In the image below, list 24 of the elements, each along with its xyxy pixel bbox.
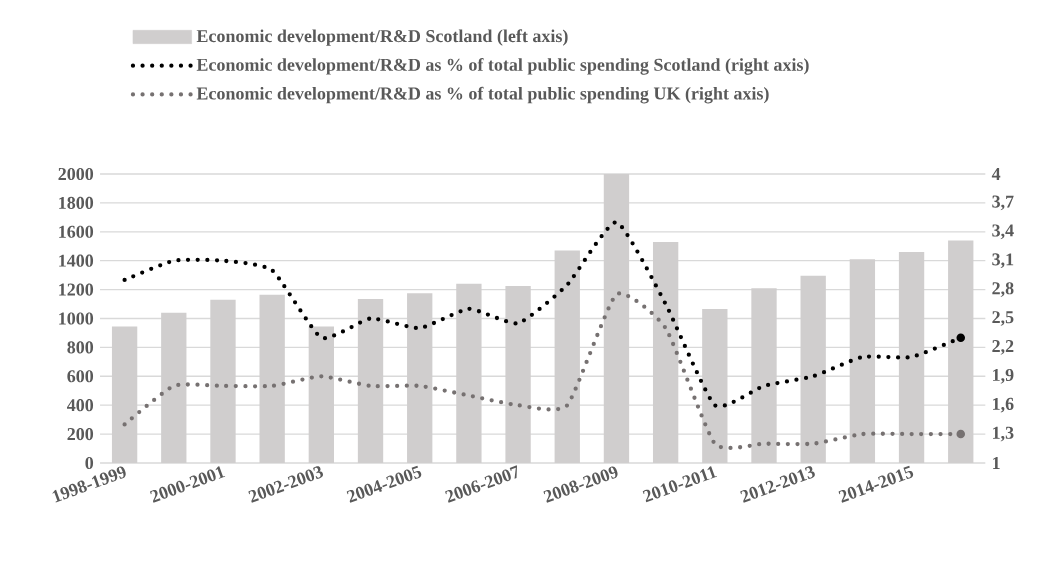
- y-tick-label: 1000: [59, 312, 94, 325]
- y-tick-label: 1400: [59, 254, 94, 267]
- y2-tick-label: 2,8: [992, 282, 1014, 297]
- y2-tick-label: 1: [993, 457, 1000, 469]
- y-tick-label: 200: [67, 428, 94, 441]
- y2-tick-label: 3,7: [992, 195, 1014, 211]
- y2-tick-label: 2,2: [992, 340, 1014, 355]
- legend-label: Economic development/R&D as % of total public spending UK (right axis): [196, 86, 769, 104]
- y-tick-label: 2000: [58, 167, 94, 181]
- legend-label: Economic development/R&D as % of total public spending Scotland (right axis): [196, 58, 809, 75]
- legend-label: Economic development/R&D Scotland (left axis): [196, 29, 568, 46]
- y-tick-label: 1600: [59, 225, 94, 238]
- y-tick-label: 1200: [59, 283, 94, 296]
- y-tick-label: 1800: [59, 196, 94, 209]
- y2-tick-label: 1,6: [993, 397, 1014, 413]
- y2-tick-label: 1,3: [993, 426, 1014, 442]
- y2-tick-label: 3,1: [992, 253, 1014, 269]
- y-tick-label: 800: [67, 341, 94, 354]
- y-tick-label: 400: [67, 399, 94, 412]
- y2-tick-label: 3,4: [992, 224, 1014, 240]
- y2-tick-label: 1,9: [993, 368, 1014, 384]
- y2-tick-label: 2,5: [992, 311, 1014, 326]
- y-tick-label: 600: [67, 370, 94, 383]
- y2-tick-label: 4: [991, 168, 1001, 180]
